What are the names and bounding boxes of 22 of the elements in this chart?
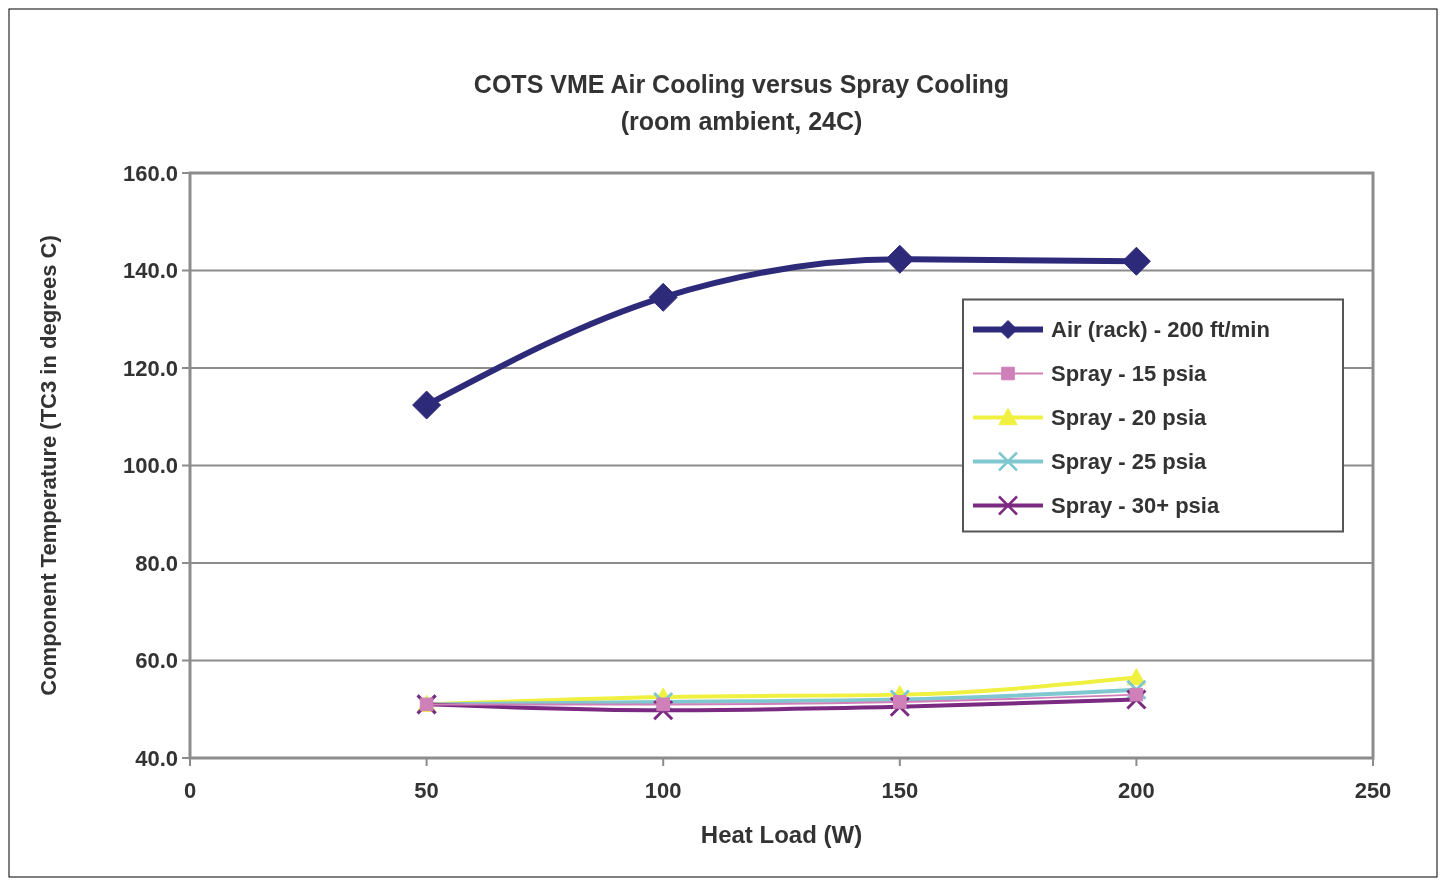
x-tick-label: 0	[183, 778, 197, 803]
legend-label: Air (rack) - 200 ft/min	[1051, 317, 1270, 343]
legend-label: Spray - 15 psia	[1051, 361, 1208, 387]
x-axis-title: Heat Load (W)	[700, 821, 863, 848]
legend-label: Spray - 30+ psia	[1051, 493, 1220, 519]
y-tick-label: 160.0	[122, 160, 178, 186]
x-tick-label: 200	[1118, 778, 1155, 803]
legend-label: Spray - 25 psia	[1051, 449, 1208, 475]
chart-title: COTS VME Air Cooling versus Spray Cooling	[473, 70, 1010, 98]
y-tick-label: 60.0	[135, 648, 178, 674]
y-tick-label: 100.0	[122, 453, 178, 479]
y-axis-title: Component Temperature (TC3 in degrees C)	[36, 235, 61, 696]
y-tick-label: 120.0	[122, 355, 178, 381]
legend-label: Spray - 20 psia	[1051, 405, 1208, 431]
y-tick-label: 40.0	[135, 745, 178, 771]
chart-subtitle: (room ambient, 24C)	[620, 107, 863, 135]
x-tick-label: 100	[644, 778, 682, 803]
x-tick-label: 250	[1354, 778, 1392, 803]
x-tick-label: 150	[881, 778, 919, 803]
y-tick-label: 140.0	[122, 258, 178, 284]
y-tick-label: 80.0	[135, 550, 178, 576]
x-tick-label: 50	[414, 778, 439, 803]
